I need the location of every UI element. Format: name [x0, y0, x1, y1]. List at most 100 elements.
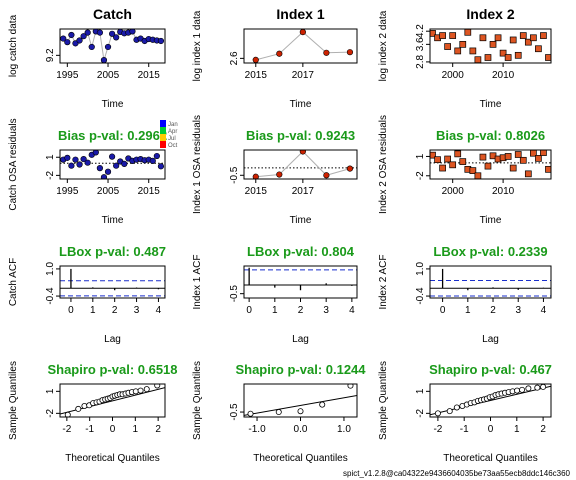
chart-title: Shapiro p-val: 0.1244 [235, 362, 366, 377]
x-tick-label: 2015 [138, 70, 161, 81]
plot-area [244, 267, 357, 291]
data-point [444, 155, 451, 163]
plot-area [430, 29, 551, 63]
x-tick-label: -1 [85, 424, 94, 435]
data-point [81, 402, 88, 409]
x-tick-label: 0 [110, 424, 116, 435]
x-axis-label: Lag [104, 334, 121, 345]
plot-frame [429, 265, 552, 299]
chart-title: LBox p-val: 0.2339 [433, 244, 547, 259]
data-point [80, 155, 87, 163]
data-point [84, 159, 91, 166]
data-point [540, 32, 547, 39]
x-tick-label: 1 [90, 305, 96, 316]
plot-frame [243, 265, 358, 299]
data-point [514, 151, 522, 158]
y-axis-label: Catch OSA residuals [8, 118, 19, 210]
panel-index1_data: Index 1 Time log index 1 data 2015 2017 2.6 [192, 6, 358, 110]
x-tick-label: 2017 [292, 70, 315, 81]
panel-index2_qq: Shapiro p-val: 0.467 Theoretical Quantile… [378, 361, 552, 464]
legend-label: Oct [168, 143, 178, 149]
data-point [347, 384, 354, 389]
panel-index1_osa: Bias p-val: 0.9243 Time Index 1 OSA residu… [192, 115, 358, 226]
x-tick-label: 4 [156, 305, 162, 316]
data-point [113, 34, 120, 41]
data-point [504, 153, 512, 160]
x-tick-label: 2010 [492, 186, 515, 197]
y-tick-label: -2 [45, 170, 56, 179]
x-tick-label: 0.0 [294, 424, 308, 435]
data-point [100, 174, 108, 179]
x-tick-label: 1 [272, 305, 278, 316]
chart-title: Catch [93, 6, 132, 22]
data-point [319, 401, 326, 408]
data-point [439, 164, 446, 172]
x-tick-label: 2015 [245, 70, 268, 81]
panel-catch_osa: Bias p-val: 0.2962 Time Catch OSA residual… [8, 118, 167, 226]
data-point [535, 155, 542, 162]
x-tick-label: 2015 [245, 186, 268, 197]
data-point [132, 388, 139, 395]
x-axis-label: Time [480, 99, 502, 110]
y-tick-label: 3.6 [415, 37, 426, 51]
y-tick-label: 1 [415, 388, 426, 394]
version-footer: spict_v1.2.8@ca04322e9436604035be73aa55e… [343, 469, 570, 478]
data-point [276, 50, 283, 57]
plot-area [244, 150, 357, 179]
y-axis-label: log catch data [8, 14, 19, 77]
data-point [323, 49, 330, 56]
chart-title: Bias p-val: 0.8026 [436, 128, 545, 143]
x-axis-label: Theoretical Quantiles [443, 453, 538, 464]
panel-catch_qq: Shapiro p-val: 0.6518 Theoretical Quantil… [8, 361, 178, 464]
plot-area [60, 268, 165, 297]
data-point [76, 37, 83, 44]
data-point [64, 39, 71, 46]
data-point [247, 410, 254, 417]
data-point [494, 34, 502, 42]
data-point [100, 57, 108, 63]
legend-label: Apr [168, 129, 177, 135]
x-tick-label: -1 [460, 424, 469, 435]
y-tick-label: 2.6 [229, 51, 240, 65]
data-point [454, 150, 462, 158]
x-tick-label: 4 [349, 305, 355, 316]
x-tick-label: 1.0 [337, 424, 351, 435]
data-point [484, 162, 492, 170]
data-point [484, 54, 492, 61]
data-point [92, 150, 99, 156]
data-point [479, 34, 487, 42]
data-point [299, 29, 306, 36]
x-tick-label: 2015 [138, 186, 161, 197]
y-tick-label: -0.5 [229, 166, 240, 184]
y-axis-label: Index 2 OSA residuals [378, 115, 389, 214]
data-point [545, 165, 551, 173]
data-point [346, 49, 354, 56]
y-axis-label: Index 1 OSA residuals [192, 115, 203, 214]
plot-frame [59, 265, 166, 299]
x-tick-label: 1995 [56, 70, 79, 81]
data-point [453, 404, 460, 411]
x-tick-label: 2000 [442, 186, 465, 197]
data-point [449, 32, 457, 39]
data-point [75, 405, 82, 412]
y-axis-label: Sample Quantiles [378, 361, 389, 440]
legend-label: Jul [168, 136, 176, 142]
y-tick-label: -2 [45, 408, 56, 417]
x-axis-label: Time [102, 215, 124, 226]
y-axis-label: Index 1 ACF [192, 254, 203, 309]
y-tick-label: -2 [415, 408, 426, 417]
data-point [297, 408, 304, 415]
y-axis-label: Catch ACF [8, 258, 19, 306]
data-point [88, 43, 95, 51]
chart-title: Index 1 [276, 6, 324, 22]
y-axis-label: Sample Quantiles [192, 361, 203, 440]
series-line [255, 31, 350, 61]
data-point [434, 410, 441, 417]
data-point [534, 384, 541, 391]
plot-area [60, 384, 165, 417]
data-point [535, 45, 542, 53]
x-tick-label: -1.0 [248, 424, 266, 435]
x-axis-label: Time [102, 99, 124, 110]
y-axis-label: Sample Quantiles [8, 361, 19, 440]
